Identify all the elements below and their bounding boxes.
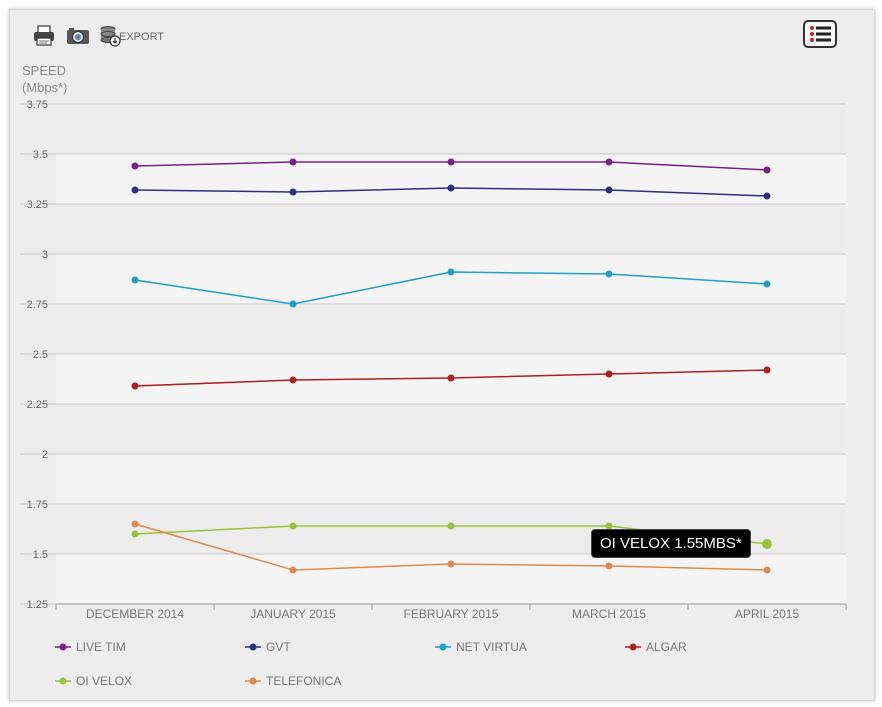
data-point-live-tim (447, 158, 455, 166)
data-point-algar (605, 370, 613, 378)
data-point-net-virtua (763, 280, 771, 288)
data-point-telefonica (605, 562, 613, 570)
data-point-algar (447, 374, 455, 382)
plot-band (56, 404, 846, 454)
plot-band (56, 104, 846, 154)
y-tick-label: 2.5 (33, 349, 48, 361)
data-point-net-virtua (447, 268, 455, 276)
data-point-gvt (289, 188, 297, 196)
plot-band (56, 204, 846, 254)
legend-item-telefonica[interactable]: TELEFONICA (245, 674, 341, 688)
legend-swatch (55, 643, 71, 651)
data-point-telefonica (763, 566, 771, 574)
legend-item-algar[interactable]: ALGAR (625, 640, 687, 654)
x-tick-label: DECEMBER 2014 (86, 607, 184, 621)
y-tick-label: 1.75 (27, 499, 48, 511)
legend-label: OI VELOX (76, 674, 133, 688)
y-tick-label: 3.25 (27, 199, 48, 211)
legend-label: ALGAR (646, 640, 687, 654)
data-point-telefonica (131, 520, 139, 528)
legend-label: TELEFONICA (266, 674, 342, 688)
legend-item-oi-velox[interactable]: OI VELOX (55, 674, 132, 688)
data-point-live-tim (131, 162, 139, 170)
plot-band (56, 254, 846, 304)
data-point-algar (289, 376, 297, 384)
legend-swatch (245, 643, 261, 651)
y-tick-label: 3.75 (27, 99, 48, 111)
x-tick-label: MARCH 2015 (572, 607, 646, 621)
legend-label: NET VIRTUA (456, 640, 527, 654)
x-tick-label: FEBRUARY 2015 (404, 607, 499, 621)
data-point-gvt (447, 184, 455, 192)
y-axis-title-line1: SPEED (22, 63, 67, 78)
data-point-live-tim (289, 158, 297, 166)
y-tick-label: 1.25 (27, 599, 48, 611)
legend-label: LIVE TIM (76, 640, 126, 654)
y-tick-label: 1.5 (33, 549, 48, 561)
legend-item-net-virtua[interactable]: NET VIRTUA (435, 640, 527, 654)
y-tick-label: 3.5 (33, 149, 48, 161)
y-axis-title-line2: (Mbps*) (22, 80, 68, 95)
plot-band (56, 454, 846, 504)
y-tick-label: 3 (42, 249, 48, 261)
data-point-telefonica (289, 566, 297, 574)
data-point-gvt (763, 192, 771, 200)
legend-swatch (435, 643, 451, 651)
list-menu-icon[interactable] (803, 20, 837, 48)
data-point-oi-velox (447, 522, 455, 530)
legend-swatch (625, 643, 641, 651)
database-download-icon[interactable] (99, 24, 121, 48)
legend-swatch (245, 677, 261, 685)
legend-item-live-tim[interactable]: LIVE TIM (55, 640, 126, 654)
data-point-gvt (605, 186, 613, 194)
printer-icon[interactable] (31, 24, 57, 48)
x-tick-label: JANUARY 2015 (250, 607, 336, 621)
data-point-oi-velox (762, 539, 772, 549)
data-point-oi-velox (289, 522, 297, 530)
legend-label: GVT (266, 640, 291, 654)
data-point-net-virtua (605, 270, 613, 278)
data-point-algar (131, 382, 139, 390)
data-point-live-tim (605, 158, 613, 166)
data-point-oi-velox (131, 530, 139, 538)
legend-item-gvt[interactable]: GVT (245, 640, 291, 654)
data-point-algar (763, 366, 771, 374)
y-tick-label: 2 (42, 449, 48, 461)
y-tick-label: 2.25 (27, 399, 48, 411)
data-point-net-virtua (131, 276, 139, 284)
export-label[interactable]: EXPORT (119, 31, 165, 43)
data-point-gvt (131, 186, 139, 194)
x-tick-label: APRIL 2015 (735, 607, 800, 621)
data-tooltip: OI VELOX 1.55MBS* (591, 529, 751, 558)
plot-band (56, 304, 846, 354)
legend-swatch (55, 677, 71, 685)
data-point-oi-velox (605, 522, 613, 530)
y-tick-label: 2.75 (27, 299, 48, 311)
data-point-telefonica (447, 560, 455, 568)
data-point-net-virtua (289, 300, 297, 308)
y-axis-title: SPEED (Mbps*) (22, 62, 68, 96)
camera-icon[interactable] (65, 24, 91, 48)
data-point-live-tim (763, 166, 771, 174)
chart-toolbar: EXPORT (31, 24, 164, 48)
